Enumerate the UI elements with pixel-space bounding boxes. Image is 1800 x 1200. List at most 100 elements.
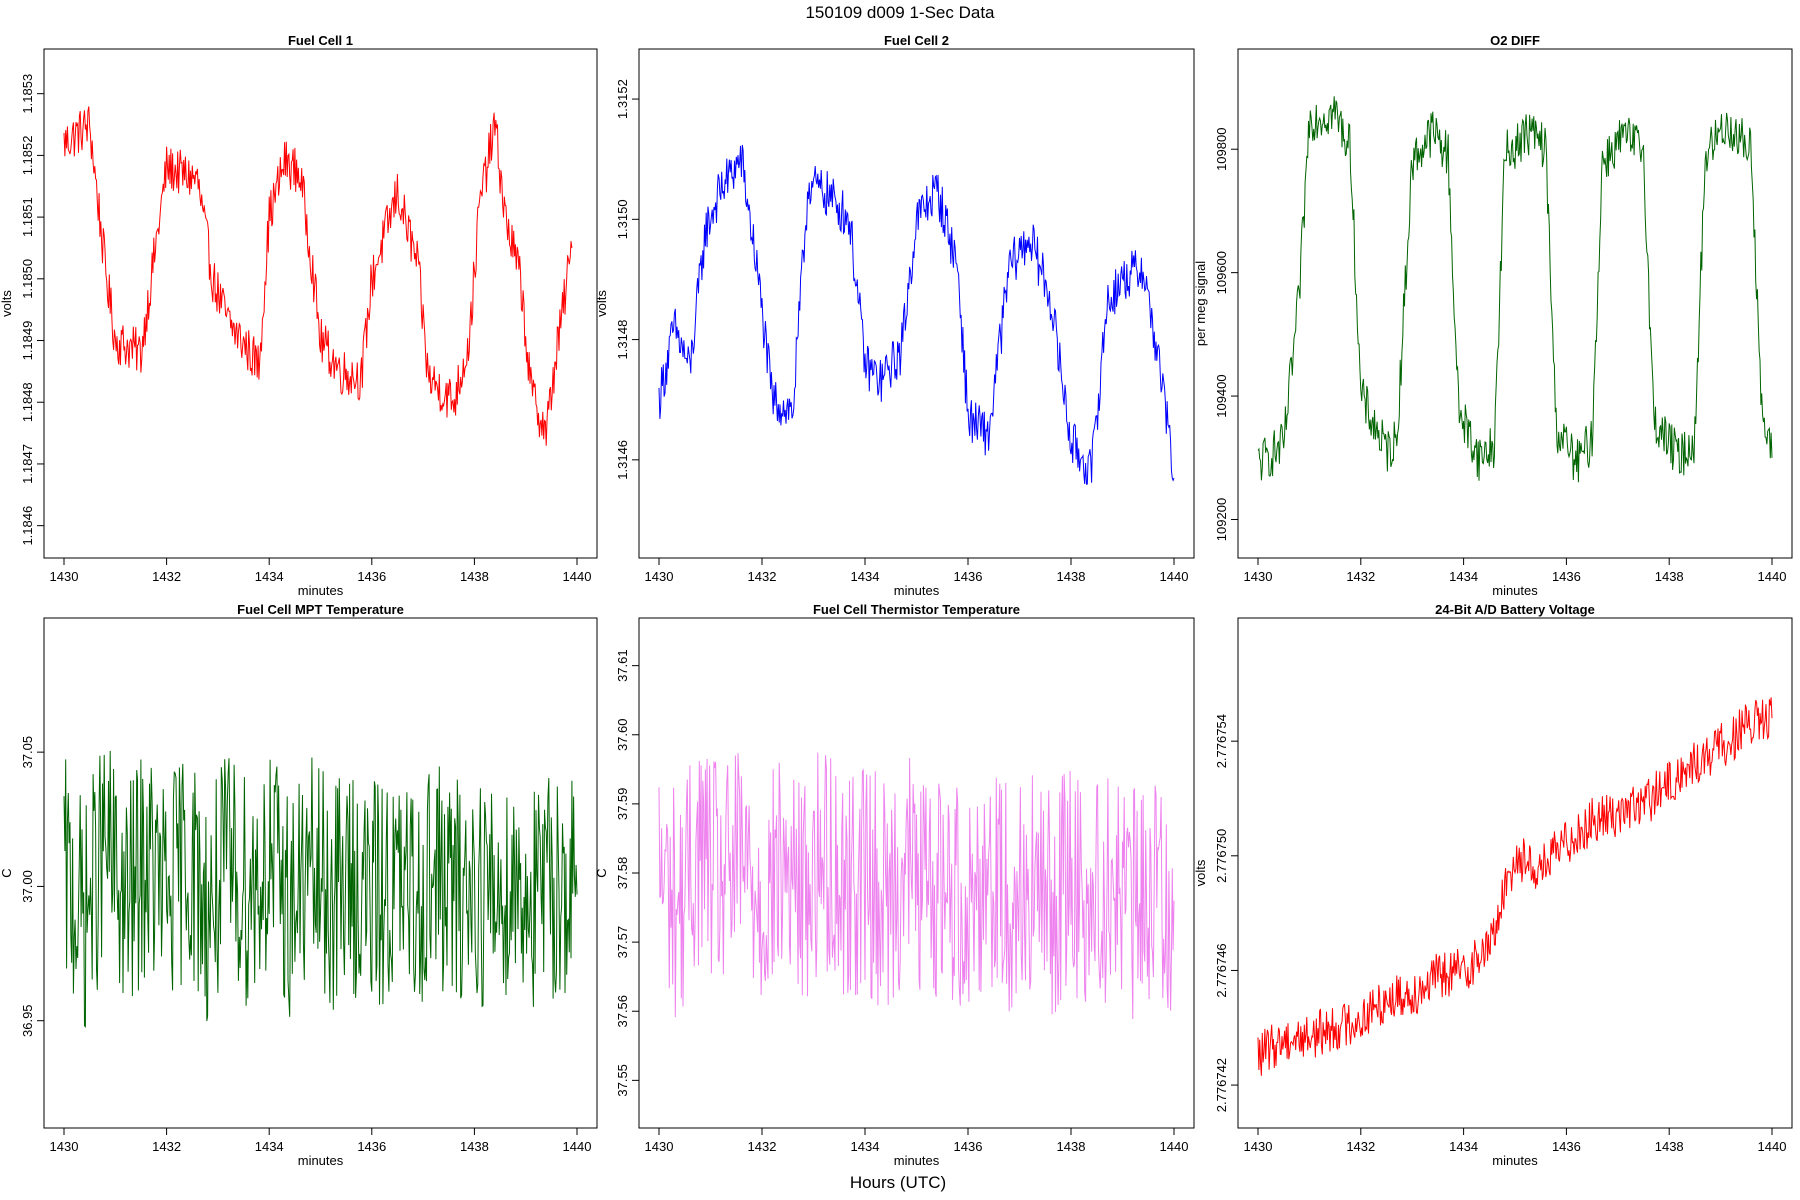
- x-tick-label: 1438: [1655, 1139, 1684, 1154]
- y-tick-label: 1.3148: [615, 320, 630, 360]
- x-tick-label: 1438: [460, 569, 489, 584]
- y-axis-label: volts: [594, 290, 609, 317]
- y-tick-label: 109800: [1214, 128, 1229, 171]
- y-tick-label: 1.1846: [20, 506, 35, 546]
- x-tick-label: 1432: [748, 569, 777, 584]
- x-tick-label: 1438: [1057, 1139, 1086, 1154]
- x-tick-label: 1432: [152, 1139, 181, 1154]
- y-tick-label: 37.58: [615, 857, 630, 890]
- y-tick-label: 1.1849: [20, 321, 35, 361]
- y-tick-label: 2.776746: [1214, 943, 1229, 997]
- x-tick-label: 1430: [50, 569, 79, 584]
- x-tick-label: 1436: [357, 569, 386, 584]
- x-tick-label: 1434: [1449, 1139, 1478, 1154]
- x-axis-label: minutes: [894, 1153, 940, 1168]
- y-tick-label: 37.57: [615, 926, 630, 959]
- panel-4: Fuel Cell MPT Temperature 1430 1432 1434 143…: [0, 602, 598, 1168]
- y-tick-label: 1.3152: [615, 79, 630, 119]
- x-axis-label: minutes: [1492, 1153, 1538, 1168]
- x-tick-label: 1440: [563, 1139, 592, 1154]
- panel-title: O2 DIFF: [1490, 33, 1540, 48]
- y-tick-label: 1.1847: [20, 444, 35, 484]
- y-tick-label: 37.05: [20, 736, 35, 769]
- chart-panels: Fuel Cell 1 1430 1432 1434 1436 1438 1440 minut…: [0, 33, 1793, 1168]
- x-tick-label: 1436: [954, 569, 983, 584]
- panel-1: Fuel Cell 1 1430 1432 1434 1436 1438 1440 minut…: [0, 33, 598, 598]
- y-tick-label: 2.776742: [1214, 1058, 1229, 1112]
- panel-3: O2 DIFF 1430 1432 1434 1436 1438 1440 minutes 10…: [1193, 33, 1793, 598]
- x-tick-label: 1430: [1244, 569, 1273, 584]
- x-axis-label: minutes: [894, 583, 940, 598]
- y-tick-label: 109200: [1214, 498, 1229, 541]
- y-tick-label: 1.3146: [615, 440, 630, 480]
- x-tick-label: 1438: [460, 1139, 489, 1154]
- x-tick-label: 1436: [1552, 1139, 1581, 1154]
- y-tick-label: 37.61: [615, 649, 630, 682]
- series-line: [658, 752, 1175, 1020]
- page-title: 150109 d009 1-Sec Data: [805, 3, 995, 22]
- y-axis-label: per meg signal: [1193, 261, 1208, 346]
- x-tick-label: 1432: [152, 569, 181, 584]
- x-tick-label: 1438: [1655, 569, 1684, 584]
- series-line: [1257, 96, 1773, 483]
- y-axis-label: C: [0, 868, 14, 877]
- x-tick-label: 1434: [255, 569, 284, 584]
- series-line: [63, 106, 573, 446]
- panel-6: 24-Bit A/D Battery Voltage 1430 1432 1434 14…: [1193, 602, 1793, 1168]
- x-tick-label: 1430: [1244, 1139, 1273, 1154]
- y-tick-label: 2.776754: [1214, 714, 1229, 768]
- y-tick-label: 37.00: [20, 870, 35, 903]
- x-tick-label: 1430: [50, 1139, 79, 1154]
- x-tick-label: 1436: [954, 1139, 983, 1154]
- x-tick-label: 1436: [357, 1139, 386, 1154]
- panel-title: Fuel Cell Thermistor Temperature: [813, 602, 1020, 617]
- x-tick-label: 1436: [1552, 569, 1581, 584]
- x-tick-label: 1440: [1758, 1139, 1787, 1154]
- y-tick-label: 36.95: [20, 1004, 35, 1037]
- x-tick-label: 1440: [1160, 1139, 1189, 1154]
- x-tick-label: 1440: [1160, 569, 1189, 584]
- y-tick-label: 109600: [1214, 251, 1229, 294]
- panel-5: Fuel Cell Thermistor Temperature 1430 1432…: [594, 602, 1195, 1168]
- x-axis-label: minutes: [298, 1153, 344, 1168]
- panel-title: Fuel Cell 1: [288, 33, 353, 48]
- series-line: [658, 144, 1175, 485]
- x-axis-label: minutes: [1492, 583, 1538, 598]
- y-tick-label: 37.60: [615, 718, 630, 751]
- x-tick-label: 1430: [645, 1139, 674, 1154]
- y-tick-label: 1.1851: [20, 197, 35, 237]
- x-tick-label: 1432: [748, 1139, 777, 1154]
- y-tick-label: 1.1850: [20, 259, 35, 299]
- y-tick-label: 37.56: [615, 995, 630, 1028]
- y-tick-label: 1.1848: [20, 382, 35, 422]
- panel-title: Fuel Cell MPT Temperature: [237, 602, 404, 617]
- series-line: [1257, 697, 1773, 1076]
- series-line: [63, 750, 578, 1028]
- y-tick-label: 1.1853: [20, 74, 35, 114]
- x-tick-label: 1430: [645, 569, 674, 584]
- x-tick-label: 1438: [1057, 569, 1086, 584]
- y-tick-label: 37.55: [615, 1064, 630, 1097]
- y-tick-label: 1.1852: [20, 136, 35, 176]
- x-tick-label: 1432: [1346, 569, 1375, 584]
- panel-2: Fuel Cell 2 1430 1432 1434 1436 1438 1440 minut…: [594, 33, 1195, 598]
- footer-label: Hours (UTC): [850, 1173, 946, 1192]
- x-tick-label: 1434: [851, 569, 880, 584]
- plot-frame: [43, 617, 598, 1129]
- y-tick-label: 37.59: [615, 788, 630, 821]
- y-tick-label: 1.3150: [615, 199, 630, 239]
- x-tick-label: 1434: [851, 1139, 880, 1154]
- x-tick-label: 1434: [1449, 569, 1478, 584]
- panel-title: 24-Bit A/D Battery Voltage: [1435, 602, 1595, 617]
- x-tick-label: 1440: [1758, 569, 1787, 584]
- x-tick-label: 1440: [563, 569, 592, 584]
- y-tick-label: 2.776750: [1214, 829, 1229, 883]
- x-axis-label: minutes: [298, 583, 344, 598]
- y-axis-label: C: [594, 868, 609, 877]
- x-tick-label: 1434: [255, 1139, 284, 1154]
- y-axis-label: volts: [0, 290, 14, 317]
- y-tick-label: 109400: [1214, 374, 1229, 417]
- y-axis-label: volts: [1193, 859, 1208, 886]
- plot-frame: [43, 48, 598, 559]
